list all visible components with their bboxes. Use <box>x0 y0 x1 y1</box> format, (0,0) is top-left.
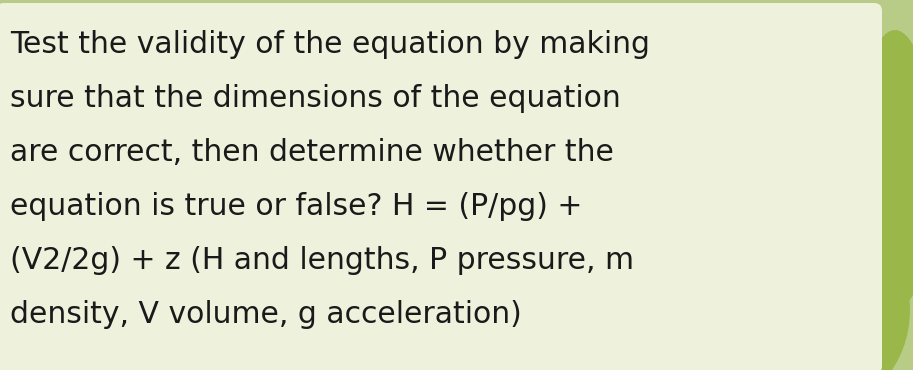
Ellipse shape <box>730 210 910 370</box>
Text: sure that the dimensions of the equation: sure that the dimensions of the equation <box>10 84 621 113</box>
Text: equation is true or false? H = (P/pg) +: equation is true or false? H = (P/pg) + <box>10 192 582 221</box>
Text: density, V volume, g acceleration): density, V volume, g acceleration) <box>10 300 521 329</box>
FancyBboxPatch shape <box>0 3 882 370</box>
Text: are correct, then determine whether the: are correct, then determine whether the <box>10 138 614 167</box>
Text: Test the validity of the equation by making: Test the validity of the equation by mak… <box>10 30 650 59</box>
Ellipse shape <box>655 245 805 370</box>
Text: (V2/2g) + z (H and lengths, P pressure, m: (V2/2g) + z (H and lengths, P pressure, … <box>10 246 634 275</box>
Ellipse shape <box>855 30 913 310</box>
